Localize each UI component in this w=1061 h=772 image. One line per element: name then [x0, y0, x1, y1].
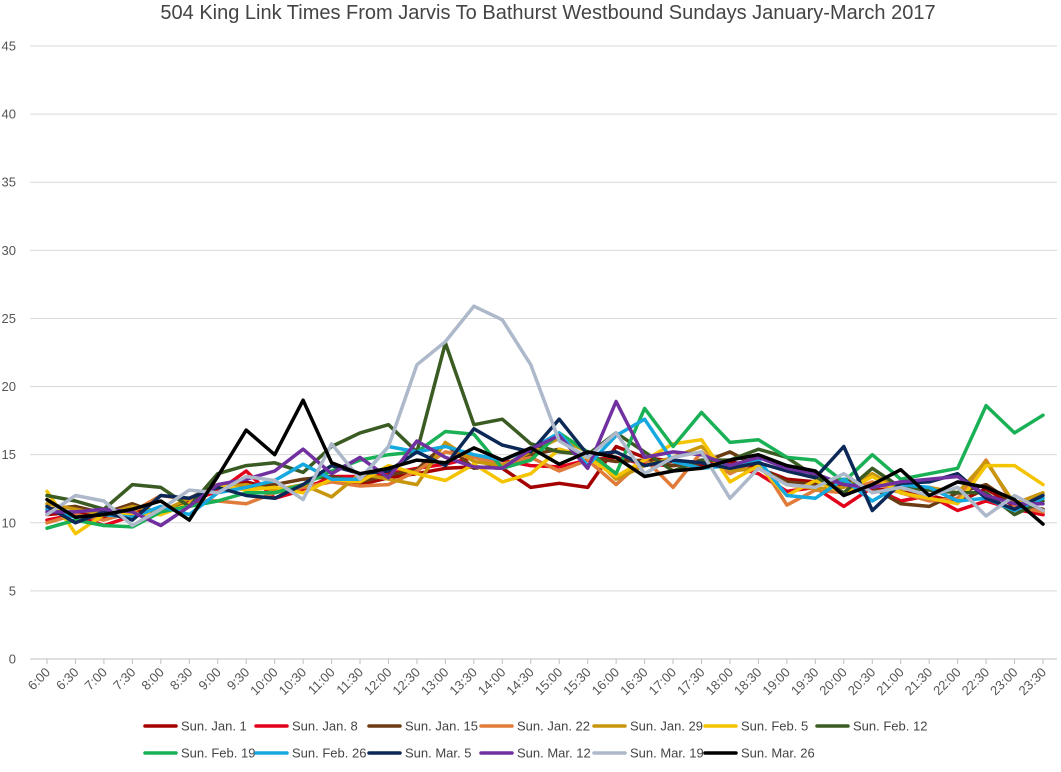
x-axis-ticks: 6:00 6:30 7:00 7:30 8:00 8:30 9:00 9:3010:0010:… — [25, 659, 1050, 699]
x-tick-label: 10:30 — [276, 665, 310, 699]
x-tick-label: 23:30 — [1016, 665, 1050, 699]
legend-item: Sun. Mar. 26 — [703, 746, 815, 761]
x-tick-label: 9:00 — [195, 665, 224, 694]
legend-label: Sun. Feb. 26 — [292, 746, 366, 761]
x-tick-label: 13:00 — [418, 665, 452, 699]
legend: Sun. Jan. 1 Sun. Jan. 8 Sun. Jan. 15 Sun. J… — [143, 719, 927, 761]
series-line-sun-mar-12 — [45, 399, 1045, 528]
x-tick-label: 14:00 — [475, 665, 509, 699]
x-tick-label: 22:30 — [959, 665, 993, 699]
y-axis-ticks: 0 5 10 15 20 25 30 35 40 45 — [2, 39, 16, 667]
x-tick-label: 21:00 — [873, 665, 907, 699]
series-lines — [45, 304, 1045, 536]
legend-label: Sun. Mar. 19 — [630, 746, 704, 761]
legend-item: Sun. Jan. 22 — [479, 719, 590, 734]
legend-item: Sun. Feb. 5 — [703, 719, 808, 734]
x-tick-label: 10:00 — [247, 665, 281, 699]
legend-label: Sun. Mar. 26 — [741, 746, 815, 761]
x-tick-label: 8:30 — [167, 665, 196, 694]
gridlines — [30, 45, 1057, 660]
x-tick-label: 20:30 — [845, 665, 879, 699]
y-tick-label: 0 — [9, 652, 16, 667]
x-tick-label: 14:30 — [503, 665, 537, 699]
chart-title: 504 King Link Times From Jarvis To Bathu… — [160, 2, 935, 24]
legend-item: Sun. Jan. 15 — [367, 719, 478, 734]
x-tick-label: 22:00 — [930, 665, 964, 699]
legend-item: Sun. Jan. 29 — [592, 719, 703, 734]
legend-label: Sun. Mar. 12 — [517, 746, 591, 761]
legend-label: Sun. Jan. 29 — [630, 719, 703, 734]
x-tick-label: 15:30 — [560, 665, 594, 699]
x-tick-label: 11:30 — [333, 665, 366, 698]
x-tick-label: 6:00 — [25, 665, 54, 694]
x-tick-label: 17:30 — [674, 665, 708, 699]
y-tick-label: 30 — [2, 243, 16, 258]
legend-item: Sun. Feb. 12 — [815, 719, 927, 734]
legend-item: Sun. Mar. 5 — [367, 746, 471, 761]
y-tick-label: 15 — [2, 447, 16, 462]
series-line-sun-mar-19 — [45, 304, 1045, 528]
x-tick-label: 18:30 — [731, 665, 765, 699]
x-tick-label: 7:30 — [110, 665, 139, 694]
x-tick-label: 6:30 — [53, 665, 82, 694]
legend-item: Sun. Mar. 12 — [479, 746, 591, 761]
y-tick-label: 45 — [2, 39, 16, 54]
x-tick-label: 19:30 — [788, 665, 822, 699]
legend-label: Sun. Feb. 19 — [181, 746, 255, 761]
x-tick-label: 18:00 — [702, 665, 736, 699]
legend-item: Sun. Jan. 1 — [143, 719, 247, 734]
legend-label: Sun. Jan. 1 — [181, 719, 247, 734]
legend-item: Sun. Feb. 26 — [254, 746, 366, 761]
y-tick-label: 5 — [9, 583, 16, 598]
x-tick-label: 19:00 — [759, 665, 793, 699]
y-tick-label: 10 — [2, 515, 16, 530]
x-tick-label: 7:00 — [82, 665, 111, 694]
legend-label: Sun. Feb. 5 — [741, 719, 808, 734]
legend-item: Sun. Jan. 8 — [254, 719, 358, 734]
series-line-sun-mar-26 — [45, 398, 1045, 526]
x-tick-label: 21:30 — [902, 665, 936, 699]
x-tick-label: 13:30 — [446, 665, 480, 699]
x-tick-label: 20:00 — [816, 665, 850, 699]
legend-item: Sun. Feb. 19 — [143, 746, 255, 761]
x-tick-label: 15:00 — [532, 665, 566, 699]
y-tick-label: 25 — [2, 311, 16, 326]
legend-label: Sun. Jan. 8 — [292, 719, 358, 734]
legend-item: Sun. Mar. 19 — [592, 746, 704, 761]
x-tick-label: 12:30 — [389, 665, 423, 699]
x-tick-label: 16:00 — [589, 665, 623, 699]
legend-label: Sun. Feb. 12 — [853, 719, 927, 734]
y-tick-label: 40 — [2, 107, 16, 122]
x-tick-label: 12:00 — [361, 665, 395, 699]
legend-label: Sun. Mar. 5 — [405, 746, 471, 761]
y-tick-label: 20 — [2, 379, 16, 394]
x-tick-label: 23:00 — [987, 665, 1021, 699]
x-tick-label: 17:00 — [646, 665, 680, 699]
y-tick-label: 35 — [2, 175, 16, 190]
x-tick-label: 16:30 — [617, 665, 651, 699]
x-tick-label: 11:00 — [305, 665, 338, 698]
x-tick-label: 8:00 — [138, 665, 167, 694]
legend-label: Sun. Jan. 15 — [405, 719, 478, 734]
series-line-sun-feb-19 — [45, 403, 1045, 530]
legend-label: Sun. Jan. 22 — [517, 719, 590, 734]
